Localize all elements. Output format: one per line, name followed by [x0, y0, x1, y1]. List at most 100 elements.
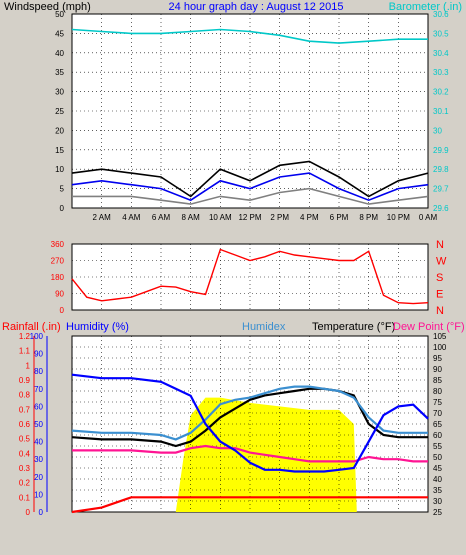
wind-x-tick-label: 6 PM — [330, 213, 349, 222]
rain-tick-label: 0.4 — [19, 449, 31, 458]
temperature-tick-label: 55 — [433, 442, 442, 451]
series-barometer-line — [71, 28, 428, 44]
compass-label: E — [436, 289, 443, 301]
direction-tick-label: 90 — [55, 290, 64, 299]
barometer-tick-label: 30.1 — [433, 107, 449, 116]
wind-x-tick-label: 4 PM — [300, 213, 319, 222]
wind-tick-label: 0 — [60, 204, 65, 213]
wind-tick-label: 45 — [55, 29, 64, 38]
humidity-tick-label: 90 — [34, 350, 43, 359]
barometer-tick-label: 30.2 — [433, 88, 449, 97]
wind-x-tick-label: 10 AM — [209, 213, 232, 222]
wind-barometer-plot: 0 5 10 15 20 25 30 35 40 45 50 29.6 29.7 29.8 29.9 30 30… — [55, 10, 449, 222]
wind-axis-label: Windspeed (mph) — [4, 1, 91, 13]
humidity-tick-label: 20 — [34, 473, 43, 482]
rain-tick-label: 1.1 — [19, 347, 31, 356]
rain-tick-label: 0.6 — [19, 420, 31, 429]
humidity-tick-label: 0 — [39, 508, 44, 517]
temperature-tick-label: 40 — [433, 475, 442, 484]
temperature-tick-label: 50 — [433, 453, 442, 462]
rain-tick-label: 0.2 — [19, 479, 31, 488]
wind-tick-label: 35 — [55, 68, 64, 77]
wind-tick-label: 30 — [55, 88, 64, 97]
humidity-tick-label: 40 — [34, 438, 43, 447]
temperature-tick-label: 45 — [433, 464, 442, 473]
sunset-annotation: Set — [359, 483, 372, 492]
direction-tick-label: 180 — [51, 273, 65, 282]
wind-tick-label: 15 — [55, 146, 64, 155]
wind-x-tick-label: 2 AM — [93, 213, 112, 222]
wind-x-tick-label: 12 PM — [238, 213, 261, 222]
temperature-tick-label: 75 — [433, 398, 442, 407]
temperature-tick-label: 35 — [433, 486, 442, 495]
rain-tick-label: 0.7 — [19, 405, 31, 414]
series-dew-point-line — [72, 444, 428, 463]
chart-title: 24 hour graph day : August 12 2015 — [169, 1, 344, 13]
barometer-tick-label: 29.6 — [433, 204, 449, 213]
direction-tick-label: 360 — [51, 240, 65, 249]
temperature-axis-label: Temperature (°F) — [312, 321, 395, 333]
barometer-tick-label: 30.4 — [433, 49, 449, 58]
rain-tick-label: 0.9 — [19, 376, 31, 385]
wind-x-tick-label: 2 PM — [270, 213, 289, 222]
barometer-tick-label: 30.6 — [433, 10, 449, 19]
humidity-tick-label: 30 — [34, 455, 43, 464]
barometer-tick-label: 30.5 — [433, 29, 449, 38]
rain-tick-label: 0.8 — [19, 391, 31, 400]
wind-tick-label: 50 — [55, 10, 64, 19]
temperature-tick-label: 95 — [433, 354, 442, 363]
rain-tick-label: 0.3 — [19, 464, 31, 473]
rain-tick-label: 0 — [26, 508, 31, 517]
rain-tick-label: 1 — [26, 361, 31, 370]
rain-tick-label: 0.5 — [19, 435, 31, 444]
temperature-tick-label: 25 — [433, 508, 442, 517]
temperature-tick-label: 60 — [433, 431, 442, 440]
wind-tick-label: 10 — [55, 165, 64, 174]
series-wind-avg-line — [72, 187, 429, 205]
humidity-tick-label: 80 — [34, 367, 43, 376]
compass-label: W — [436, 256, 447, 268]
temperature-tick-label: 105 — [433, 332, 447, 341]
series-humidity-line — [71, 373, 429, 473]
series-humidex-line — [71, 385, 428, 441]
rain-tick-label: 0.1 — [19, 493, 31, 502]
temperature-tick-label: 80 — [433, 387, 442, 396]
wind-tick-label: 40 — [55, 49, 64, 58]
series-rainfall-line — [71, 496, 428, 514]
humidity-tick-label: 10 — [34, 490, 43, 499]
barometer-tick-label: 29.8 — [433, 165, 449, 174]
series-wind-direction-line — [71, 248, 429, 305]
rain-tick-label: 1.2 — [19, 332, 31, 341]
temperature-plot: 00.10.20.30.40.50.60.70.80.911.11.201020… — [19, 332, 447, 517]
temperature-tick-label: 90 — [433, 365, 442, 374]
series-wind-speed-line — [71, 172, 429, 202]
barometer-tick-label: 29.7 — [433, 185, 449, 194]
humidity-tick-label: 50 — [34, 420, 43, 429]
compass-label: N — [436, 239, 444, 251]
barometer-tick-label: 30 — [433, 126, 442, 135]
sunrise-annotation: Sun — [158, 483, 172, 492]
wind-tick-label: 20 — [55, 126, 64, 135]
temperature-tick-label: 30 — [433, 497, 442, 506]
barometer-tick-label: 30.3 — [433, 68, 449, 77]
direction-tick-label: 0 — [60, 306, 65, 315]
humidex-axis-label: Humidex — [242, 321, 286, 333]
wind-tick-label: 25 — [55, 107, 64, 116]
wind-tick-label: 5 — [60, 185, 65, 194]
wind-x-tick-label: 4 AM — [122, 213, 141, 222]
rainfall-axis-label: Rainfall (.in) — [2, 321, 61, 333]
humidity-tick-label: 70 — [34, 385, 43, 394]
humidity-tick-label: 60 — [34, 402, 43, 411]
barometer-tick-label: 29.9 — [433, 146, 449, 155]
wind-x-tick-label: 6 AM — [152, 213, 171, 222]
temperature-tick-label: 70 — [433, 409, 442, 418]
compass-label: N — [436, 305, 444, 317]
wind-x-tick-label: 10 PM — [387, 213, 410, 222]
dewpoint-axis-label: Dew Point (°F) — [393, 321, 465, 333]
humidity-tick-label: 100 — [30, 332, 44, 341]
temperature-tick-label: 100 — [433, 343, 447, 352]
barometer-axis-label: Barometer (.in) — [389, 1, 462, 13]
humidity-axis-label: Humidity (%) — [66, 321, 129, 333]
